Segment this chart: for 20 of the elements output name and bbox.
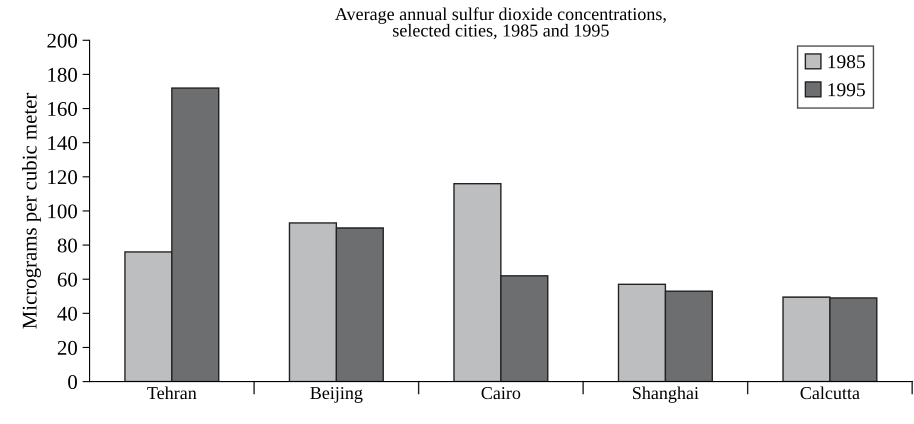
y-tick-label: 80 — [58, 238, 77, 253]
x-tick-label: Beijing — [310, 386, 363, 403]
y-tick-label: 200 — [47, 34, 77, 48]
x-tick-label: Calcutta — [800, 386, 860, 400]
chart-title: Average annual sulfur dioxide concentrations, selected cities, 1985 and 1995 — [335, 7, 666, 40]
legend-label: 1995 — [828, 83, 865, 96]
y-tick-label: 20 — [58, 340, 77, 355]
y-tick-label: 160 — [48, 102, 77, 116]
y-tick-label: 0 — [68, 374, 77, 390]
y-tick-label: 100 — [48, 204, 77, 218]
x-tick-label: Tehran — [147, 386, 196, 400]
y-tick-label: 120 — [48, 170, 77, 184]
x-tick-label: Cairo — [482, 387, 520, 400]
y-tick-label: 140 — [48, 136, 77, 150]
y-tick-label: 60 — [58, 272, 77, 287]
x-tick-label: Shanghai — [633, 386, 699, 403]
legend-label: 1985 — [828, 55, 865, 68]
y-tick-label: 40 — [57, 306, 77, 321]
y-tick-label: 180 — [48, 68, 77, 82]
y-axis-title: Micrograms per cubic meter — [22, 92, 41, 329]
